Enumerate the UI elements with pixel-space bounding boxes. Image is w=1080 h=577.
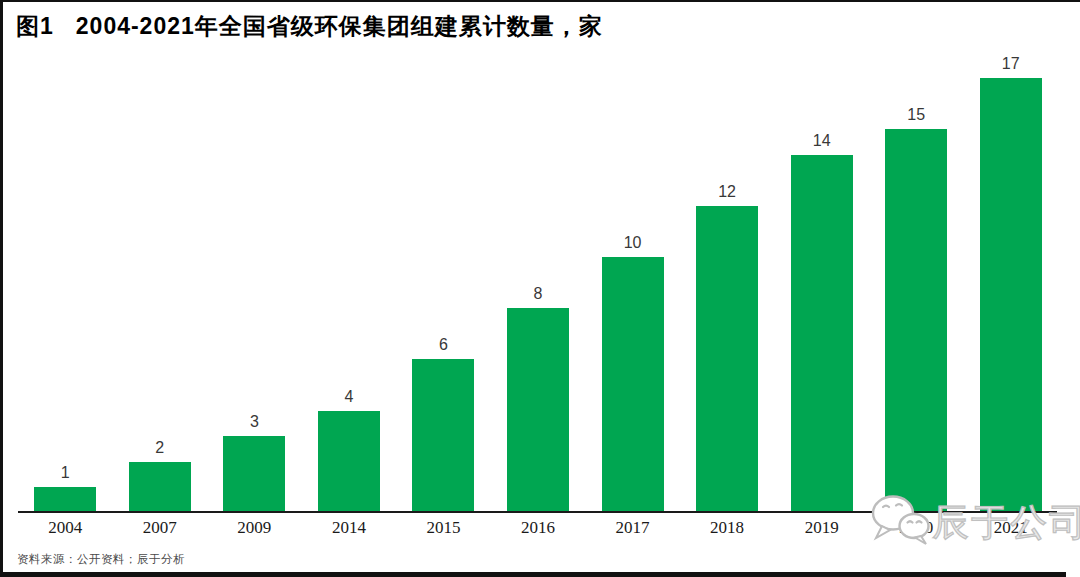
bar-column: 15 [869,50,964,513]
x-axis-tick-label: 2016 [491,518,586,538]
bar [34,487,96,513]
plot-area: 1234681012141517 [18,50,1058,513]
x-axis-tick-label: 2018 [680,518,775,538]
bar [223,436,285,513]
bar-column: 4 [302,50,397,513]
bar-column: 2 [113,50,208,513]
x-axis-tick-label: 2004 [18,518,113,538]
x-axis-tick-label: 2020 [869,518,964,538]
bar-value-label: 8 [534,285,543,303]
bar-column: 8 [491,50,586,513]
bar-column: 12 [680,50,775,513]
frame-border-top [0,0,1080,2]
figure-container: 图12004-2021年全国省级环保集团组建累计数量，家 12346810121… [0,0,1080,577]
bar [696,206,758,513]
bar-value-label: 10 [624,234,642,252]
bar-value-label: 15 [907,106,925,124]
frame-border-bottom [0,572,1066,577]
bar [602,257,664,513]
bar-column: 1 [18,50,113,513]
bar [412,359,474,513]
x-axis-tick-label: 2014 [302,518,397,538]
x-axis-tick-label: 2007 [113,518,208,538]
bar-value-label: 6 [439,336,448,354]
x-axis-tick-label: 2017 [585,518,680,538]
x-axis-tick-label: 2015 [396,518,491,538]
bar-column: 3 [207,50,302,513]
frame-border-left [0,0,3,577]
bar-value-label: 2 [155,439,164,457]
bar-value-label: 14 [813,132,831,150]
bar-value-label: 3 [250,413,259,431]
bar-column: 10 [585,50,680,513]
bar-value-label: 1 [61,464,70,482]
x-axis-tick-label: 2019 [774,518,869,538]
x-axis-line [18,511,1057,513]
bar-column: 17 [963,50,1058,513]
bar-column: 14 [774,50,869,513]
bar [885,129,947,513]
bar-column: 6 [396,50,491,513]
bar-value-label: 4 [344,388,353,406]
bar-value-label: 17 [1002,55,1020,73]
bar [791,155,853,513]
chart-title-text: 2004-2021年全国省级环保集团组建累计数量，家 [76,13,603,39]
bar [980,78,1042,513]
x-axis-tick-label: 2021 [963,518,1058,538]
chart-title: 图1 2004-2021年全国省级环保集团组建累计数量，家 [16,11,603,42]
bar-value-label: 12 [718,183,736,201]
figure-label: 图1 [16,13,54,39]
bar [507,308,569,513]
bar [318,411,380,513]
x-axis-tick-label: 2009 [207,518,302,538]
source-note: 资料来源：公开资料；辰于分析 [17,552,185,567]
bar [129,462,191,513]
x-axis-labels: 2004200720092014201520162017201820192020… [18,518,1058,538]
